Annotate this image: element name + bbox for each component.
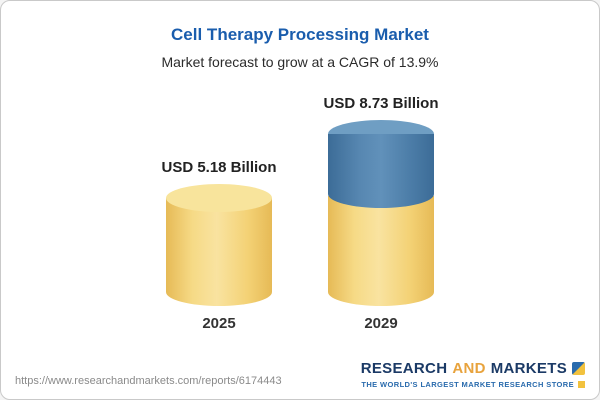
chart-subtitle: Market forecast to grow at a CAGR of 13.… xyxy=(161,54,439,70)
tagline-accent-icon xyxy=(578,381,585,388)
logo-word-markets: MARKETS xyxy=(490,360,567,377)
category-label-2029: 2029 xyxy=(364,315,398,332)
research-and-markets-logo: RESEARCH AND MARKETS THE WORLD'S LARGEST… xyxy=(361,360,585,389)
logo-wordmark: RESEARCH AND MARKETS xyxy=(361,360,585,377)
cylinder-2029 xyxy=(328,120,434,306)
value-label-2025: USD 5.18 Billion xyxy=(161,159,277,176)
bar-group-2025: USD 5.18 Billion 2025 xyxy=(161,159,277,332)
logo-tagline: THE WORLD'S LARGEST MARKET RESEARCH STOR… xyxy=(361,380,574,389)
value-label-2029: USD 8.73 Billion xyxy=(323,95,439,112)
cylinder-2025-top xyxy=(166,184,272,212)
category-label-2025: 2025 xyxy=(202,315,236,332)
chart-title: Cell Therapy Processing Market xyxy=(171,25,429,44)
bar-group-2029: USD 8.73 Billion 2029 xyxy=(323,95,439,332)
report-url: https://www.researchandmarkets.com/repor… xyxy=(15,375,282,387)
logo-word-research: RESEARCH xyxy=(360,360,448,377)
logo-flag-icon xyxy=(572,362,585,375)
cylinder-2029-growth-segment xyxy=(328,134,434,208)
cylinder-2029-base-segment xyxy=(328,196,434,306)
plot-area: USD 5.18 Billion 2025 USD 8.73 Billion 2… xyxy=(1,80,599,332)
logo-tagline-row: THE WORLD'S LARGEST MARKET RESEARCH STOR… xyxy=(361,380,585,389)
cylinder-2025 xyxy=(166,184,272,306)
cylinder-2025-body xyxy=(166,198,272,306)
logo-word-and: AND xyxy=(452,360,486,377)
